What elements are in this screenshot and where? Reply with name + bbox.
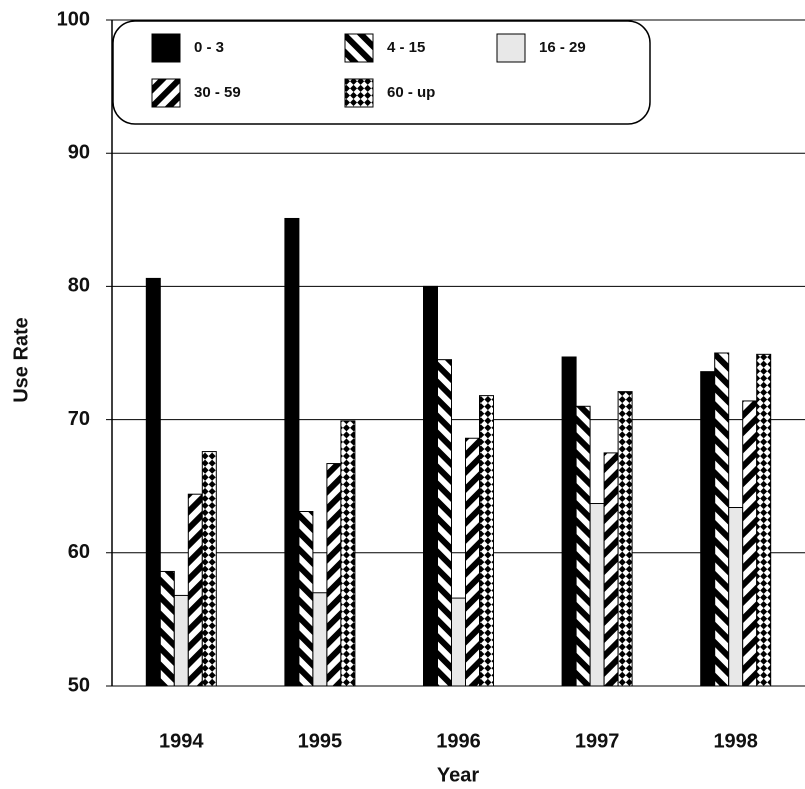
x-tick-label: 1996	[436, 730, 481, 752]
bar	[728, 507, 744, 687]
legend-swatch	[151, 33, 181, 63]
y-tick-label: 70	[68, 408, 90, 430]
y-tick-label: 100	[57, 8, 90, 30]
y-tick-label: 80	[68, 275, 90, 297]
legend-swatch	[151, 78, 181, 108]
x-tick-label: 1995	[298, 730, 343, 752]
legend-label: 0 - 3	[194, 39, 224, 56]
legend-label: 16 - 29	[539, 39, 586, 56]
x-tick-label: 1998	[713, 730, 758, 752]
legend-swatch	[344, 78, 374, 108]
bar	[479, 395, 494, 687]
bar	[714, 352, 730, 687]
legend-label: 30 - 59	[194, 84, 241, 101]
bar	[437, 359, 452, 687]
legend-swatch	[496, 33, 526, 63]
bar	[756, 353, 772, 687]
legend-label: 4 - 15	[387, 39, 425, 56]
bar	[326, 463, 342, 687]
bar	[298, 511, 314, 687]
legend-swatch	[344, 33, 374, 63]
x-tick-label: 1997	[575, 730, 620, 752]
bar	[159, 570, 175, 687]
y-axis-label: Use Rate	[10, 317, 32, 403]
x-axis-label: Year	[437, 764, 479, 786]
x-tick-label: 1994	[159, 730, 204, 752]
legend-box	[112, 20, 651, 125]
bar	[603, 452, 619, 687]
bar	[465, 437, 480, 687]
y-tick-label: 50	[68, 674, 90, 696]
bar	[173, 594, 189, 687]
bar	[201, 451, 217, 687]
bar	[742, 400, 758, 687]
bar	[575, 405, 591, 687]
bar	[451, 597, 466, 687]
bar	[312, 592, 328, 687]
legend-label: 60 - up	[387, 84, 435, 101]
bar	[284, 217, 300, 687]
legend: 0 - 3 4 - 15 16 - 29 30 - 59 60 - up	[112, 20, 651, 125]
bar	[589, 503, 605, 687]
bar	[340, 420, 356, 687]
bar	[145, 277, 161, 687]
y-tick-label: 60	[68, 541, 90, 563]
bar	[617, 391, 633, 687]
bar	[423, 285, 438, 687]
y-tick-label: 90	[68, 141, 90, 163]
bar	[187, 493, 203, 687]
bar	[561, 356, 577, 687]
bar	[700, 371, 716, 687]
